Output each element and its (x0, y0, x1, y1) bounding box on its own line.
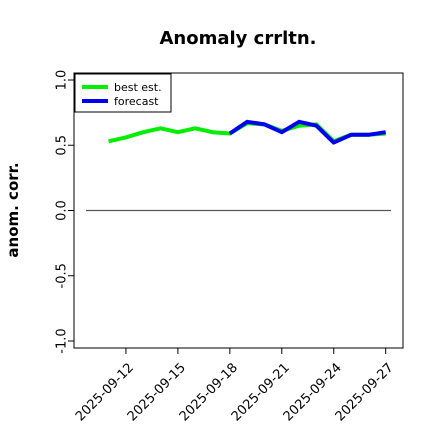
chart-title: Anomaly crrltn. (159, 28, 316, 49)
y-axis: -1.0 -0.5 0.0 0.5 1.0 (55, 70, 74, 354)
y-tick-label: -1.0 (55, 328, 70, 353)
y-axis-label: anom. corr. (4, 162, 22, 257)
series-layer (108, 119, 386, 145)
x-axis: 2025-09-122025-09-152025-09-182025-09-21… (73, 348, 397, 424)
legend: best est. forecast (74, 73, 172, 113)
series-line-forecast (228, 119, 386, 145)
y-tick-label: 0.0 (55, 200, 70, 221)
y-tick-label: -0.5 (55, 263, 70, 288)
legend-label-forecast: forecast (114, 95, 159, 108)
y-tick-label: 1.0 (55, 70, 70, 91)
legend-box (74, 73, 172, 113)
legend-label-best-est: best est. (114, 81, 162, 94)
y-tick-label: 0.5 (55, 135, 70, 156)
